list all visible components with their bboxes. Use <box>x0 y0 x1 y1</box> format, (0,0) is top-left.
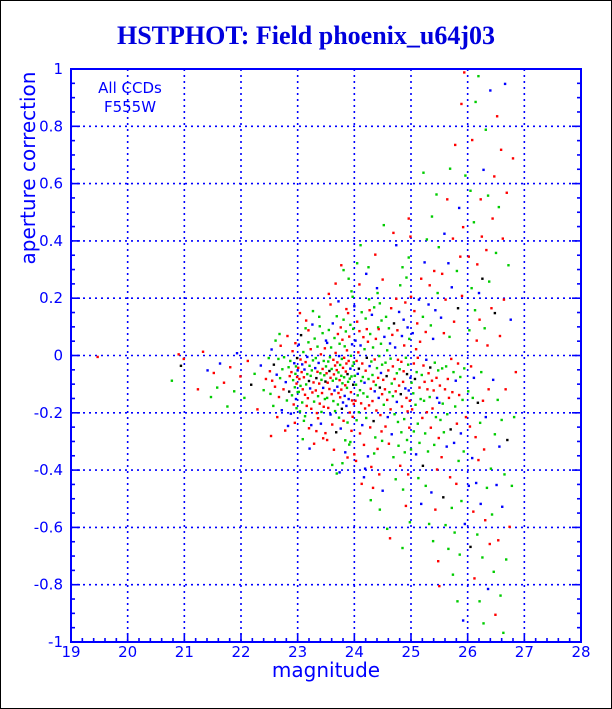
plot-annotation: All CCDs F555W <box>89 79 171 117</box>
svg-text:26: 26 <box>458 643 477 661</box>
svg-text:1: 1 <box>53 60 63 78</box>
svg-text:28: 28 <box>571 643 590 661</box>
svg-text:27: 27 <box>515 643 534 661</box>
svg-text:25: 25 <box>401 643 420 661</box>
svg-text:22: 22 <box>231 643 250 661</box>
svg-text:0.2: 0.2 <box>39 289 63 307</box>
svg-text:0.4: 0.4 <box>39 232 63 250</box>
svg-text:-0.4: -0.4 <box>34 461 63 479</box>
svg-text:0.6: 0.6 <box>39 175 63 193</box>
svg-text:19: 19 <box>61 643 80 661</box>
svg-text:-0.6: -0.6 <box>34 518 63 536</box>
annotation-ccds: All CCDs <box>98 79 162 97</box>
svg-text:21: 21 <box>175 643 194 661</box>
page-title: HSTPHOT: Field phoenix_u64j03 <box>116 21 495 50</box>
y-axis-label: aperture correction <box>16 71 40 265</box>
svg-text:-0.2: -0.2 <box>34 404 63 422</box>
svg-text:23: 23 <box>288 643 307 661</box>
svg-text:0.8: 0.8 <box>39 117 63 135</box>
svg-text:-0.8: -0.8 <box>34 576 63 594</box>
svg-text:24: 24 <box>345 643 364 661</box>
svg-text:-1: -1 <box>48 633 63 651</box>
svg-text:20: 20 <box>118 643 137 661</box>
svg-text:0: 0 <box>53 347 63 365</box>
annotation-filter: F555W <box>103 98 157 116</box>
x-axis-label: magnitude <box>271 658 381 682</box>
